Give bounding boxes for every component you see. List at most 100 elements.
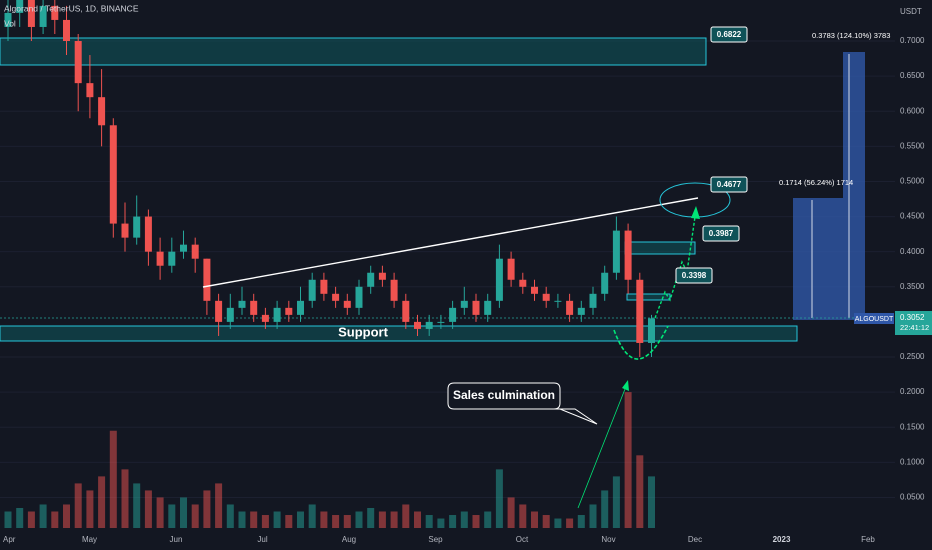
bottom-curve bbox=[613, 325, 669, 360]
symbol-tag bbox=[854, 313, 894, 324]
candle-body bbox=[215, 300, 223, 322]
candle-body bbox=[16, 0, 24, 13]
volume-bar bbox=[273, 511, 281, 528]
candle-body bbox=[612, 230, 620, 273]
y-tick-label: 0.4500 bbox=[900, 212, 925, 221]
volume-bar bbox=[121, 469, 129, 528]
candle-body bbox=[460, 300, 468, 308]
candle-body bbox=[507, 258, 515, 280]
volume-bar bbox=[554, 518, 562, 528]
volume-bar bbox=[4, 511, 12, 528]
candle-body bbox=[320, 279, 328, 294]
volume-bar bbox=[460, 511, 468, 528]
candle-body bbox=[4, 12, 12, 27]
volume-bar bbox=[74, 483, 82, 528]
volume-bar bbox=[332, 515, 340, 528]
volume-bar bbox=[449, 515, 457, 528]
volume-bar bbox=[472, 515, 480, 528]
volume-bar bbox=[507, 497, 515, 528]
volume-bar bbox=[285, 515, 293, 528]
volume-bar bbox=[624, 392, 632, 528]
candle-body bbox=[378, 272, 386, 280]
measure-text: 0.3783 (124.10%) 3783 bbox=[812, 31, 890, 40]
volume-bar bbox=[238, 511, 246, 528]
candle-body bbox=[577, 307, 585, 315]
target-zone bbox=[624, 241, 696, 255]
y-tick-label: 0.5000 bbox=[900, 177, 925, 186]
candle-body bbox=[203, 258, 211, 301]
y-tick-label: 0.2000 bbox=[900, 387, 925, 396]
volume-bar bbox=[425, 515, 433, 528]
y-tick-label: 0.6500 bbox=[900, 71, 925, 80]
price-tag bbox=[702, 225, 740, 242]
measure-text: 0.1714 (56.24%) 1714 bbox=[779, 178, 853, 187]
volume-bar bbox=[63, 504, 70, 528]
volume-bar bbox=[566, 518, 574, 528]
candle-body bbox=[156, 251, 164, 266]
volume-bar bbox=[577, 515, 585, 528]
support-zone bbox=[0, 325, 798, 342]
x-tick-label: Apr bbox=[3, 535, 16, 544]
volume-bar bbox=[612, 476, 620, 528]
volume-bar bbox=[86, 490, 94, 528]
volume-bar bbox=[250, 511, 258, 528]
x-tick-label: Nov bbox=[601, 535, 615, 544]
y-tick-label: 0.0500 bbox=[900, 493, 925, 502]
candle-body bbox=[226, 307, 234, 322]
volume-bar bbox=[531, 511, 538, 528]
volume-bar bbox=[39, 504, 47, 528]
volume-bar bbox=[109, 430, 117, 528]
candle-body bbox=[297, 300, 304, 315]
x-tick-label: Dec bbox=[688, 535, 702, 544]
candle-body bbox=[414, 321, 421, 329]
volume-bar bbox=[261, 515, 269, 528]
x-tick-label: Sep bbox=[428, 535, 443, 544]
volume-label: Vol bbox=[4, 18, 16, 28]
candle-body bbox=[601, 272, 609, 294]
volume-bar bbox=[402, 504, 410, 528]
x-tick-label: May bbox=[82, 535, 97, 544]
volume-bar bbox=[519, 504, 527, 528]
last-price-text: 0.3052 bbox=[900, 313, 925, 322]
candle-body bbox=[63, 19, 70, 42]
y-tick-label: 0.6000 bbox=[900, 106, 925, 115]
candle-body bbox=[39, 5, 47, 27]
volume-bar bbox=[133, 483, 141, 528]
volume-bar bbox=[168, 504, 176, 528]
volume-bar bbox=[343, 515, 351, 528]
price-tag bbox=[710, 176, 748, 193]
volume-bar bbox=[180, 497, 187, 528]
y-tick-label: 0.5500 bbox=[900, 141, 925, 150]
price-tag-text: 0.3398 bbox=[682, 271, 707, 280]
candle-body bbox=[51, 5, 59, 20]
candle-body bbox=[495, 258, 503, 301]
y-tick-label: 0.1000 bbox=[900, 457, 925, 466]
x-tick-label: Oct bbox=[516, 535, 529, 544]
arrow-head bbox=[622, 380, 629, 391]
support-label: Support bbox=[338, 324, 388, 339]
candle-body bbox=[144, 216, 152, 252]
countdown-text: 22:41:12 bbox=[900, 323, 929, 332]
candle-body bbox=[273, 307, 281, 322]
y-tick-label: 0.1500 bbox=[900, 422, 925, 431]
target-zone bbox=[626, 293, 671, 301]
candle-body bbox=[402, 300, 410, 322]
candle-body bbox=[121, 223, 129, 238]
candle-body bbox=[648, 318, 655, 343]
candle-body bbox=[624, 230, 632, 280]
candle-body bbox=[449, 307, 457, 322]
measure-box bbox=[843, 52, 865, 320]
candle-body bbox=[636, 279, 644, 343]
volume-bar bbox=[648, 476, 655, 528]
volume-bar bbox=[414, 511, 421, 528]
callout-text: Sales culmination bbox=[453, 388, 555, 402]
volume-bar bbox=[542, 515, 550, 528]
volume-bar bbox=[215, 483, 223, 528]
volume-bar bbox=[144, 490, 152, 528]
candle-body bbox=[484, 300, 492, 315]
x-tick-label: Jun bbox=[170, 535, 183, 544]
volume-bar bbox=[297, 511, 304, 528]
candle-body bbox=[191, 244, 199, 259]
volume-bar bbox=[437, 518, 445, 528]
